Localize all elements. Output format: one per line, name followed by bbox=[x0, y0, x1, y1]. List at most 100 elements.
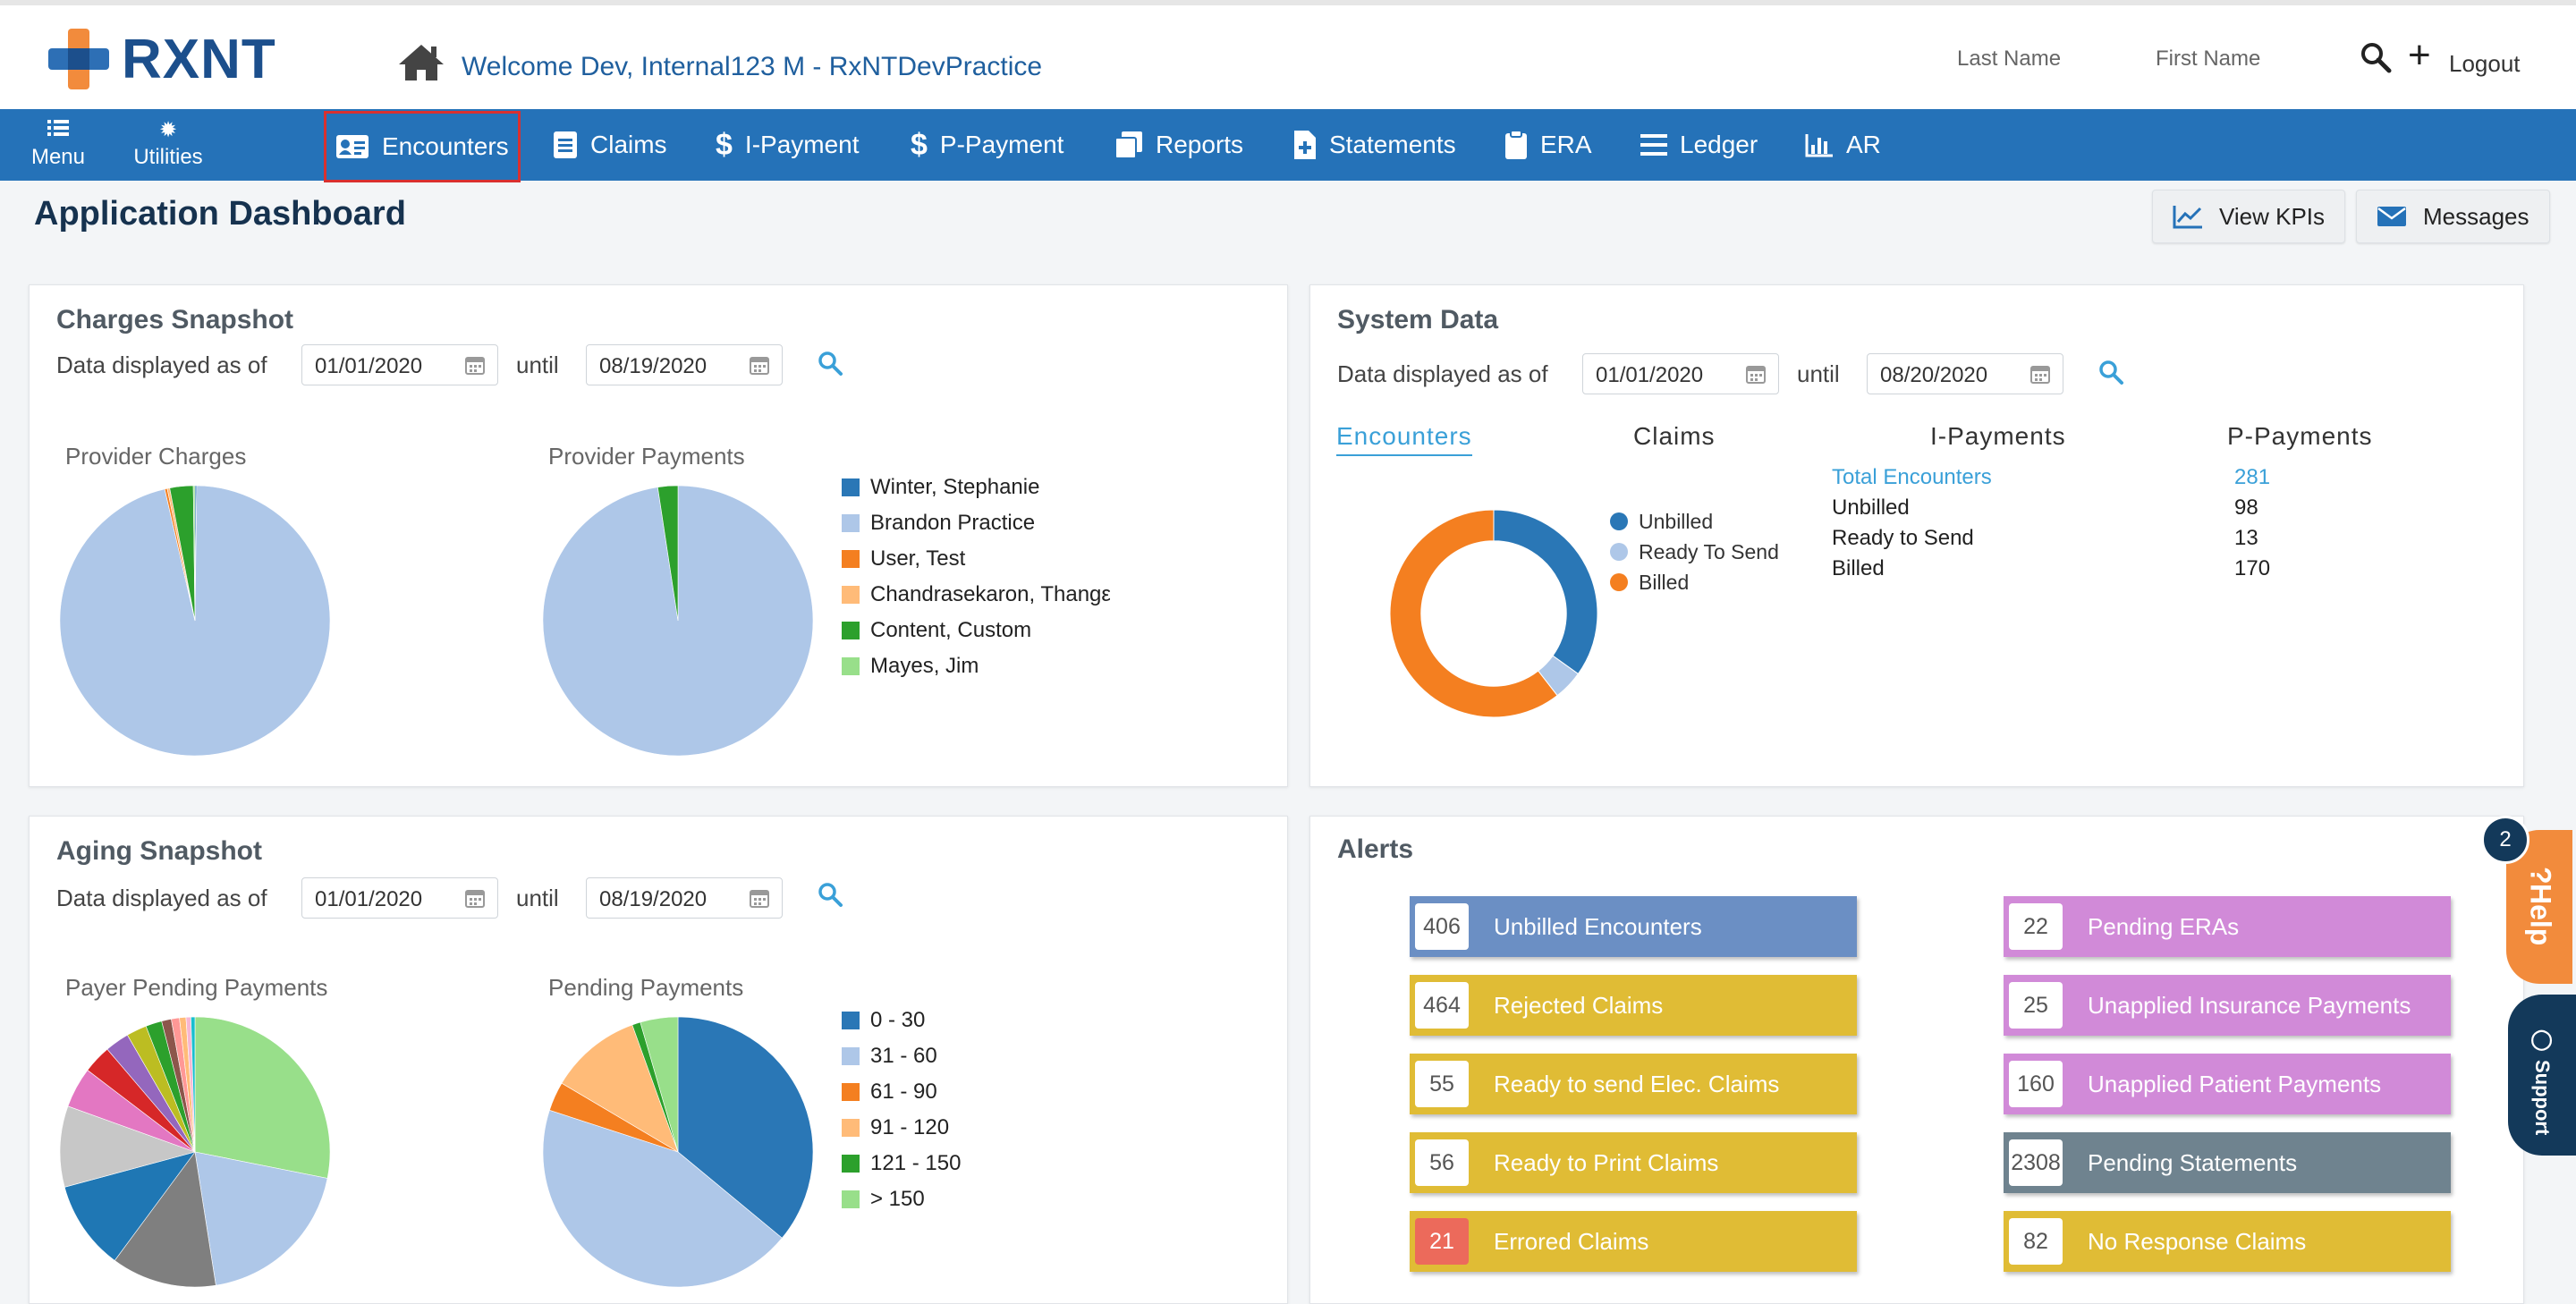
legend-item: Winter, Stephanie bbox=[842, 470, 1110, 505]
nav-statements[interactable]: Statements bbox=[1293, 109, 1456, 181]
alert-no-response-claims[interactable]: 82 No Response Claims bbox=[2004, 1211, 2451, 1272]
alert-ready-elec-claims[interactable]: 55 Ready to send Elec. Claims bbox=[1410, 1054, 1857, 1114]
alert-label: Unbilled Encounters bbox=[1494, 912, 1702, 940]
alert-unbilled-encounters[interactable]: 406 Unbilled Encounters bbox=[1410, 896, 1857, 957]
alert-label: Rejected Claims bbox=[1494, 991, 1664, 1019]
provider-payments-title: Provider Payments bbox=[548, 443, 745, 470]
first-name-input[interactable]: First Name bbox=[2156, 47, 2261, 71]
pie-slice[interactable] bbox=[561, 1024, 679, 1153]
calendar-icon bbox=[750, 357, 769, 375]
menu-icon bbox=[29, 118, 88, 145]
menu-button[interactable]: Menu bbox=[29, 118, 88, 170]
stat-label[interactable]: Total Encounters bbox=[1832, 465, 1992, 489]
legend-dot bbox=[1610, 543, 1628, 561]
alert-label: No Response Claims bbox=[2088, 1227, 2307, 1255]
system-search-icon[interactable] bbox=[2097, 359, 2124, 385]
clipboard-icon bbox=[1504, 130, 1528, 160]
nav-ar-label: AR bbox=[1846, 131, 1881, 158]
nav-p-payment[interactable]: $ P-Payment bbox=[911, 109, 1063, 181]
pie-slice[interactable] bbox=[1389, 509, 1558, 718]
pie-slice[interactable] bbox=[194, 1016, 331, 1179]
alert-unapplied-patient[interactable]: 160 Unapplied Patient Payments bbox=[2004, 1054, 2451, 1114]
aging-from-date[interactable]: 01/01/2020 bbox=[301, 877, 498, 919]
legend-label: 0 - 30 bbox=[870, 1008, 926, 1032]
calendar-icon bbox=[2030, 366, 2050, 384]
pie-slice[interactable] bbox=[191, 1016, 196, 1153]
pie-slice[interactable] bbox=[114, 1151, 216, 1288]
aging-title: Aging Snapshot bbox=[56, 836, 262, 866]
pie-slice[interactable] bbox=[677, 1016, 814, 1239]
pie-slice[interactable] bbox=[542, 1109, 783, 1288]
alert-unapplied-insurance[interactable]: 25 Unapplied Insurance Payments bbox=[2004, 975, 2451, 1036]
legend-item: 121 - 150 bbox=[842, 1146, 961, 1181]
system-from-date[interactable]: 01/01/2020 bbox=[1582, 353, 1779, 394]
support-label[interactable]: ◯ Support bbox=[2522, 1029, 2562, 1135]
charges-from-date[interactable]: 01/01/2020 bbox=[301, 344, 498, 385]
alert-count: 464 bbox=[1415, 982, 1469, 1029]
alert-rejected-claims[interactable]: 464 Rejected Claims bbox=[1410, 975, 1857, 1036]
legend-label: Unbilled bbox=[1639, 509, 1714, 533]
last-name-input[interactable]: Last Name bbox=[1957, 47, 2062, 71]
legend-label: 61 - 90 bbox=[870, 1080, 937, 1104]
nav-claims[interactable]: Claims bbox=[553, 109, 667, 181]
support-tab[interactable] bbox=[2508, 995, 2576, 1156]
add-icon[interactable]: + bbox=[2408, 33, 2431, 77]
pie-slice[interactable] bbox=[640, 1016, 679, 1153]
pie-slice[interactable] bbox=[59, 1105, 196, 1188]
charges-until-label: until bbox=[516, 351, 559, 378]
alert-pending-statements[interactable]: 2308 Pending Statements bbox=[2004, 1132, 2451, 1193]
legend-swatch bbox=[842, 1012, 860, 1029]
tab-encounters[interactable]: Encounters bbox=[1336, 422, 1472, 456]
aging-to-date[interactable]: 08/19/2020 bbox=[586, 877, 783, 919]
charges-to-value: 08/19/2020 bbox=[599, 354, 708, 378]
pie-slice[interactable] bbox=[1493, 509, 1598, 675]
charges-to-date[interactable]: 08/19/2020 bbox=[586, 344, 783, 385]
nav-p-payment-label: P-Payment bbox=[939, 131, 1064, 158]
utilities-button[interactable]: ✹ Utilities bbox=[125, 118, 211, 170]
system-from-value: 01/01/2020 bbox=[1596, 363, 1704, 387]
tab-i-payments[interactable]: I-Payments bbox=[1930, 422, 2066, 450]
nav-reports[interactable]: Reports bbox=[1114, 109, 1243, 181]
pie-slice[interactable] bbox=[194, 1151, 328, 1286]
calendar-icon bbox=[465, 890, 485, 908]
aging-as-of-label: Data displayed as of bbox=[56, 885, 267, 911]
alert-label: Pending Statements bbox=[2088, 1148, 2298, 1176]
legend-swatch bbox=[842, 586, 860, 604]
nav-ar[interactable]: AR bbox=[1805, 109, 1881, 181]
tab-p-payments[interactable]: P-Payments bbox=[2227, 422, 2373, 450]
tab-claims[interactable]: Claims bbox=[1633, 422, 1716, 450]
legend-dot bbox=[1610, 512, 1628, 530]
search-icon[interactable] bbox=[2360, 41, 2392, 78]
logout-link[interactable]: Logout bbox=[2449, 50, 2521, 77]
help-label[interactable]: ? Help bbox=[2522, 839, 2558, 973]
rxnt-logo[interactable]: RXNT bbox=[47, 23, 276, 95]
pie-slice[interactable] bbox=[192, 485, 196, 622]
help-text: Help bbox=[2524, 884, 2557, 946]
pie-slice[interactable] bbox=[64, 1151, 196, 1261]
alert-ready-print-claims[interactable]: 56 Ready to Print Claims bbox=[1410, 1132, 1857, 1193]
alert-label: Ready to send Elec. Claims bbox=[1494, 1070, 1780, 1097]
charges-search-icon[interactable] bbox=[817, 350, 843, 377]
alert-errored-claims[interactable]: 21 Errored Claims bbox=[1410, 1211, 1857, 1272]
system-to-date[interactable]: 08/20/2020 bbox=[1867, 353, 2063, 394]
legend-swatch bbox=[842, 1190, 860, 1208]
pie-slice[interactable] bbox=[657, 485, 679, 622]
legend-item: > 150 bbox=[842, 1181, 961, 1217]
nav-i-payment[interactable]: $ I-Payment bbox=[716, 109, 860, 181]
nav-era[interactable]: ERA bbox=[1504, 109, 1592, 181]
system-legend: Unbilled Ready To Send Billed bbox=[1610, 506, 1779, 597]
legend-swatch bbox=[842, 622, 860, 639]
messages-button[interactable]: Messages bbox=[2356, 190, 2550, 243]
aging-from-value: 01/01/2020 bbox=[315, 887, 423, 911]
view-kpis-button[interactable]: View KPIs bbox=[2152, 190, 2346, 243]
nav-encounters[interactable]: Encounters bbox=[324, 111, 521, 182]
dollar-icon: $ bbox=[911, 127, 928, 162]
home-icon[interactable] bbox=[397, 43, 445, 87]
aging-search-icon[interactable] bbox=[817, 881, 843, 908]
alert-count: 160 bbox=[2009, 1061, 2063, 1107]
stat-value[interactable]: 281 bbox=[2234, 465, 2271, 489]
legend-swatch bbox=[842, 514, 860, 532]
nav-ledger[interactable]: Ledger bbox=[1640, 109, 1758, 181]
menu-label: Menu bbox=[30, 145, 86, 169]
alert-pending-eras[interactable]: 22 Pending ERAs bbox=[2004, 896, 2451, 957]
